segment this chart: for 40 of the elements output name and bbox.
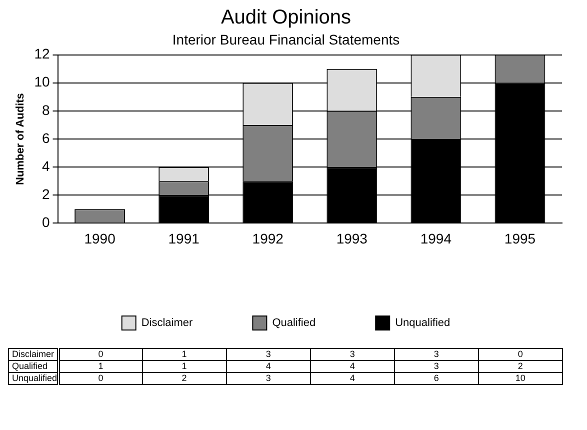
data-label: 10 [478,372,562,384]
x-tick-label: 1992 [252,230,284,246]
y-tick-label: 8 [42,102,50,118]
x-tick-label: 1994 [420,230,452,246]
data-label: 0 [478,348,562,360]
data-label: 2 [478,360,562,372]
data-label: 4 [310,372,394,384]
x-tick-label: 1990 [84,230,116,246]
data-label: 1 [142,360,226,372]
chart-title: Audit Opinions [220,6,352,29]
data-label: 3 [310,348,394,360]
legend-label: Disclaimer [141,317,194,330]
y-axis-title: Number of Audits [14,93,27,185]
y-tick-label: 0 [42,214,50,230]
x-tick-label: 1991 [168,230,200,246]
data-label: 1 [58,360,142,372]
y-tick-label: 2 [42,186,50,202]
x-tick-label: 1993 [336,230,368,246]
data-label: 2 [142,372,226,384]
text: Unqualified [12,373,58,383]
data-label: 3 [394,348,478,360]
data-label: 3 [226,348,310,360]
data-label: 6 [394,372,478,384]
y-tick-label: 6 [42,130,50,146]
text: Disclaimer [12,349,54,359]
data-label: 4 [310,360,394,372]
data-label: 1 [142,348,226,360]
data-label: 3 [394,360,478,372]
y-tick-label: 12 [34,46,50,62]
data-label: 0 [58,372,142,384]
data-label: 0 [58,348,142,360]
legend-label: Unqualified [395,317,450,330]
chart-subtitle: Interior Bureau Financial Statements [172,31,400,48]
legend-label: Qualified [272,317,316,330]
data-label: 4 [226,360,310,372]
y-tick-label: 10 [34,74,50,90]
data-label: 3 [226,372,310,384]
x-tick-label: 1995 [504,230,536,246]
text: Qualified [12,361,48,371]
y-tick-label: 4 [42,158,50,174]
